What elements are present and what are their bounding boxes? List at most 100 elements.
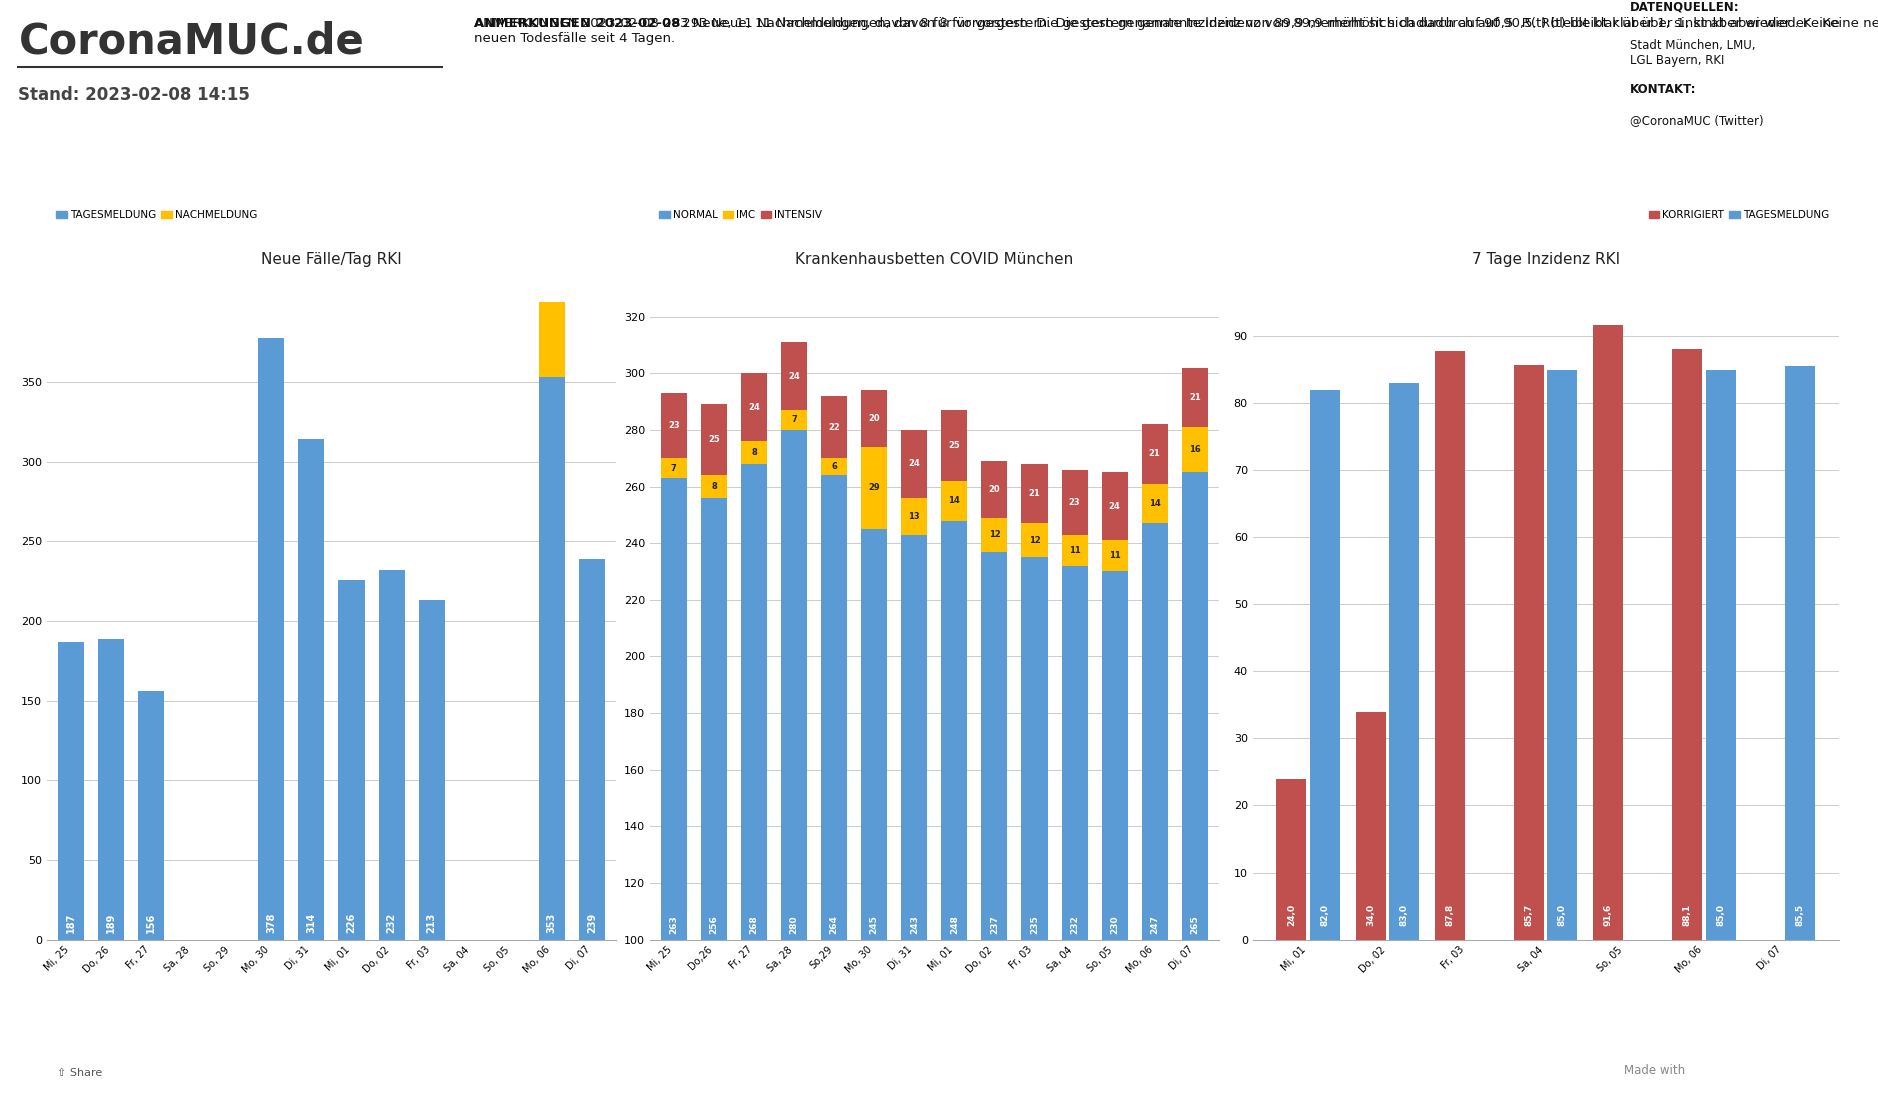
Bar	[661, 393, 687, 458]
Bar	[139, 692, 163, 940]
Bar	[379, 570, 404, 940]
Text: CoronaMUC.de: CoronaMUC.de	[19, 21, 364, 63]
Text: 14: 14	[1149, 499, 1161, 508]
Text: 16: 16	[1074, 201, 1117, 230]
Text: 268: 268	[749, 915, 759, 934]
Text: 25: 25	[708, 435, 719, 445]
Text: 7: 7	[791, 416, 796, 425]
Text: 12: 12	[1029, 536, 1040, 545]
Bar	[661, 458, 687, 478]
Text: 2.356: 2.356	[725, 197, 839, 231]
Bar	[661, 478, 687, 1112]
Text: 6: 6	[832, 463, 838, 471]
Title: Krankenhausbetten COVID München: Krankenhausbetten COVID München	[794, 251, 1074, 267]
Bar	[1784, 366, 1814, 940]
Text: ⇧ Share: ⇧ Share	[56, 1068, 103, 1078]
Text: 25: 25	[948, 441, 960, 450]
Bar	[781, 430, 808, 1112]
Text: 226: 226	[347, 913, 357, 933]
Text: 265: 265	[1191, 915, 1200, 934]
Bar	[1022, 524, 1048, 557]
Bar	[1181, 427, 1208, 473]
Text: 21: 21	[1189, 393, 1200, 401]
Text: 21: 21	[1149, 449, 1161, 458]
Text: 256: 256	[710, 915, 719, 934]
Bar	[982, 552, 1007, 1112]
Legend: TAGESMELDUNG, NACHMELDUNG: TAGESMELDUNG, NACHMELDUNG	[53, 206, 261, 224]
Bar	[982, 518, 1007, 552]
Text: 85,0: 85,0	[1716, 904, 1726, 926]
Text: REPRODUKTIONSWERT: REPRODUKTIONSWERT	[1337, 155, 1480, 165]
Text: Stand: 2023-02-08 14:15: Stand: 2023-02-08 14:15	[19, 87, 250, 105]
Text: 83,0: 83,0	[1399, 904, 1408, 926]
Text: NORMAL: NORMAL	[986, 262, 1031, 272]
Text: 293 Neue, 11 Nachmeldungen, davon 8 für vorgestern. Die gestern genannte Inziden: 293 Neue, 11 Nachmeldungen, davon 8 für …	[678, 17, 1878, 30]
Bar	[742, 441, 766, 464]
Bar	[862, 529, 886, 1112]
Bar	[1061, 535, 1087, 566]
Bar	[539, 377, 565, 940]
Bar	[742, 374, 766, 441]
Bar	[1593, 326, 1623, 940]
Bar	[338, 579, 364, 940]
Bar	[901, 430, 928, 498]
Bar	[1181, 473, 1208, 1112]
Text: Stadt München, LMU,
LGL Bayern, RKI: Stadt München, LMU, LGL Bayern, RKI	[1630, 39, 1756, 67]
Text: 91,6: 91,6	[1604, 904, 1613, 926]
Text: 265: 265	[977, 201, 1040, 230]
Text: 213: 213	[426, 913, 438, 933]
Bar	[1309, 389, 1339, 940]
Text: 24: 24	[1108, 502, 1121, 510]
Text: 280: 280	[789, 915, 798, 934]
Text: @CoronaMUC (Twitter): @CoronaMUC (Twitter)	[1630, 113, 1763, 127]
Text: 29: 29	[868, 484, 881, 493]
Bar	[862, 447, 886, 529]
Bar	[821, 396, 847, 458]
Text: 314: 314	[306, 913, 316, 933]
Bar	[1390, 383, 1420, 940]
Bar	[299, 439, 325, 940]
Text: 11: 11	[1108, 552, 1121, 560]
Text: 235: 235	[1029, 915, 1039, 934]
Text: 263: 263	[669, 915, 678, 934]
Text: Di-Sa, nicht nach
Feiertagen: Di-Sa, nicht nach Feiertagen	[1673, 255, 1769, 277]
Text: 12: 12	[988, 530, 1001, 539]
Text: 353: 353	[546, 913, 558, 933]
Legend: KORRIGIERT, TAGESMELDUNG: KORRIGIERT, TAGESMELDUNG	[1645, 206, 1833, 224]
Text: 23: 23	[1069, 497, 1080, 507]
Text: 85,0: 85,0	[1557, 904, 1566, 926]
Bar	[419, 600, 445, 940]
Title: 7 Tage Inzidenz RKI: 7 Tage Inzidenz RKI	[1472, 251, 1619, 267]
Bar	[578, 559, 605, 940]
Bar	[901, 498, 928, 535]
Text: AKTUELL INFIZIERTE*: AKTUELL INFIZIERTE*	[716, 155, 849, 165]
Text: +250: +250	[103, 197, 208, 231]
Text: 87,8: 87,8	[1446, 904, 1454, 926]
Text: 264: 264	[830, 915, 839, 934]
Text: INZIDENZ RKI: INZIDENZ RKI	[1679, 155, 1763, 165]
Bar	[58, 642, 85, 940]
Text: 21: 21	[1161, 201, 1204, 230]
Bar	[1671, 349, 1701, 940]
Text: +0: +0	[441, 197, 498, 231]
Text: ANMERKUNGEN 2023-02-08 293 Neue, 11 Nachmeldungen, davon 8 für vorgestern. Die g: ANMERKUNGEN 2023-02-08 293 Neue, 11 Nach…	[473, 17, 1840, 44]
Text: 232: 232	[1070, 915, 1080, 934]
Bar	[1181, 368, 1208, 427]
Bar	[862, 390, 886, 447]
Text: DATENQUELLEN:: DATENQUELLEN:	[1630, 0, 1739, 13]
Text: 248: 248	[950, 915, 960, 934]
Text: 20: 20	[988, 485, 1001, 494]
Text: 247: 247	[1149, 915, 1159, 934]
Text: 21: 21	[1029, 489, 1040, 498]
Text: 187: 187	[66, 913, 75, 933]
Text: 16: 16	[1189, 445, 1200, 454]
Text: 82,0: 82,0	[1320, 904, 1330, 926]
Bar	[1142, 425, 1168, 484]
Text: INTENSIV: INTENSIV	[1159, 262, 1206, 272]
Text: 85,5: 85,5	[1677, 197, 1765, 231]
Text: Gesamt: 2.488: Gesamt: 2.488	[428, 267, 511, 277]
Text: Quelle: CoronaMUC: Quelle: CoronaMUC	[1354, 267, 1463, 277]
Bar	[1356, 712, 1386, 940]
Text: 189: 189	[105, 913, 116, 933]
Text: Gesamt: 712.555: Gesamt: 712.555	[109, 267, 205, 277]
